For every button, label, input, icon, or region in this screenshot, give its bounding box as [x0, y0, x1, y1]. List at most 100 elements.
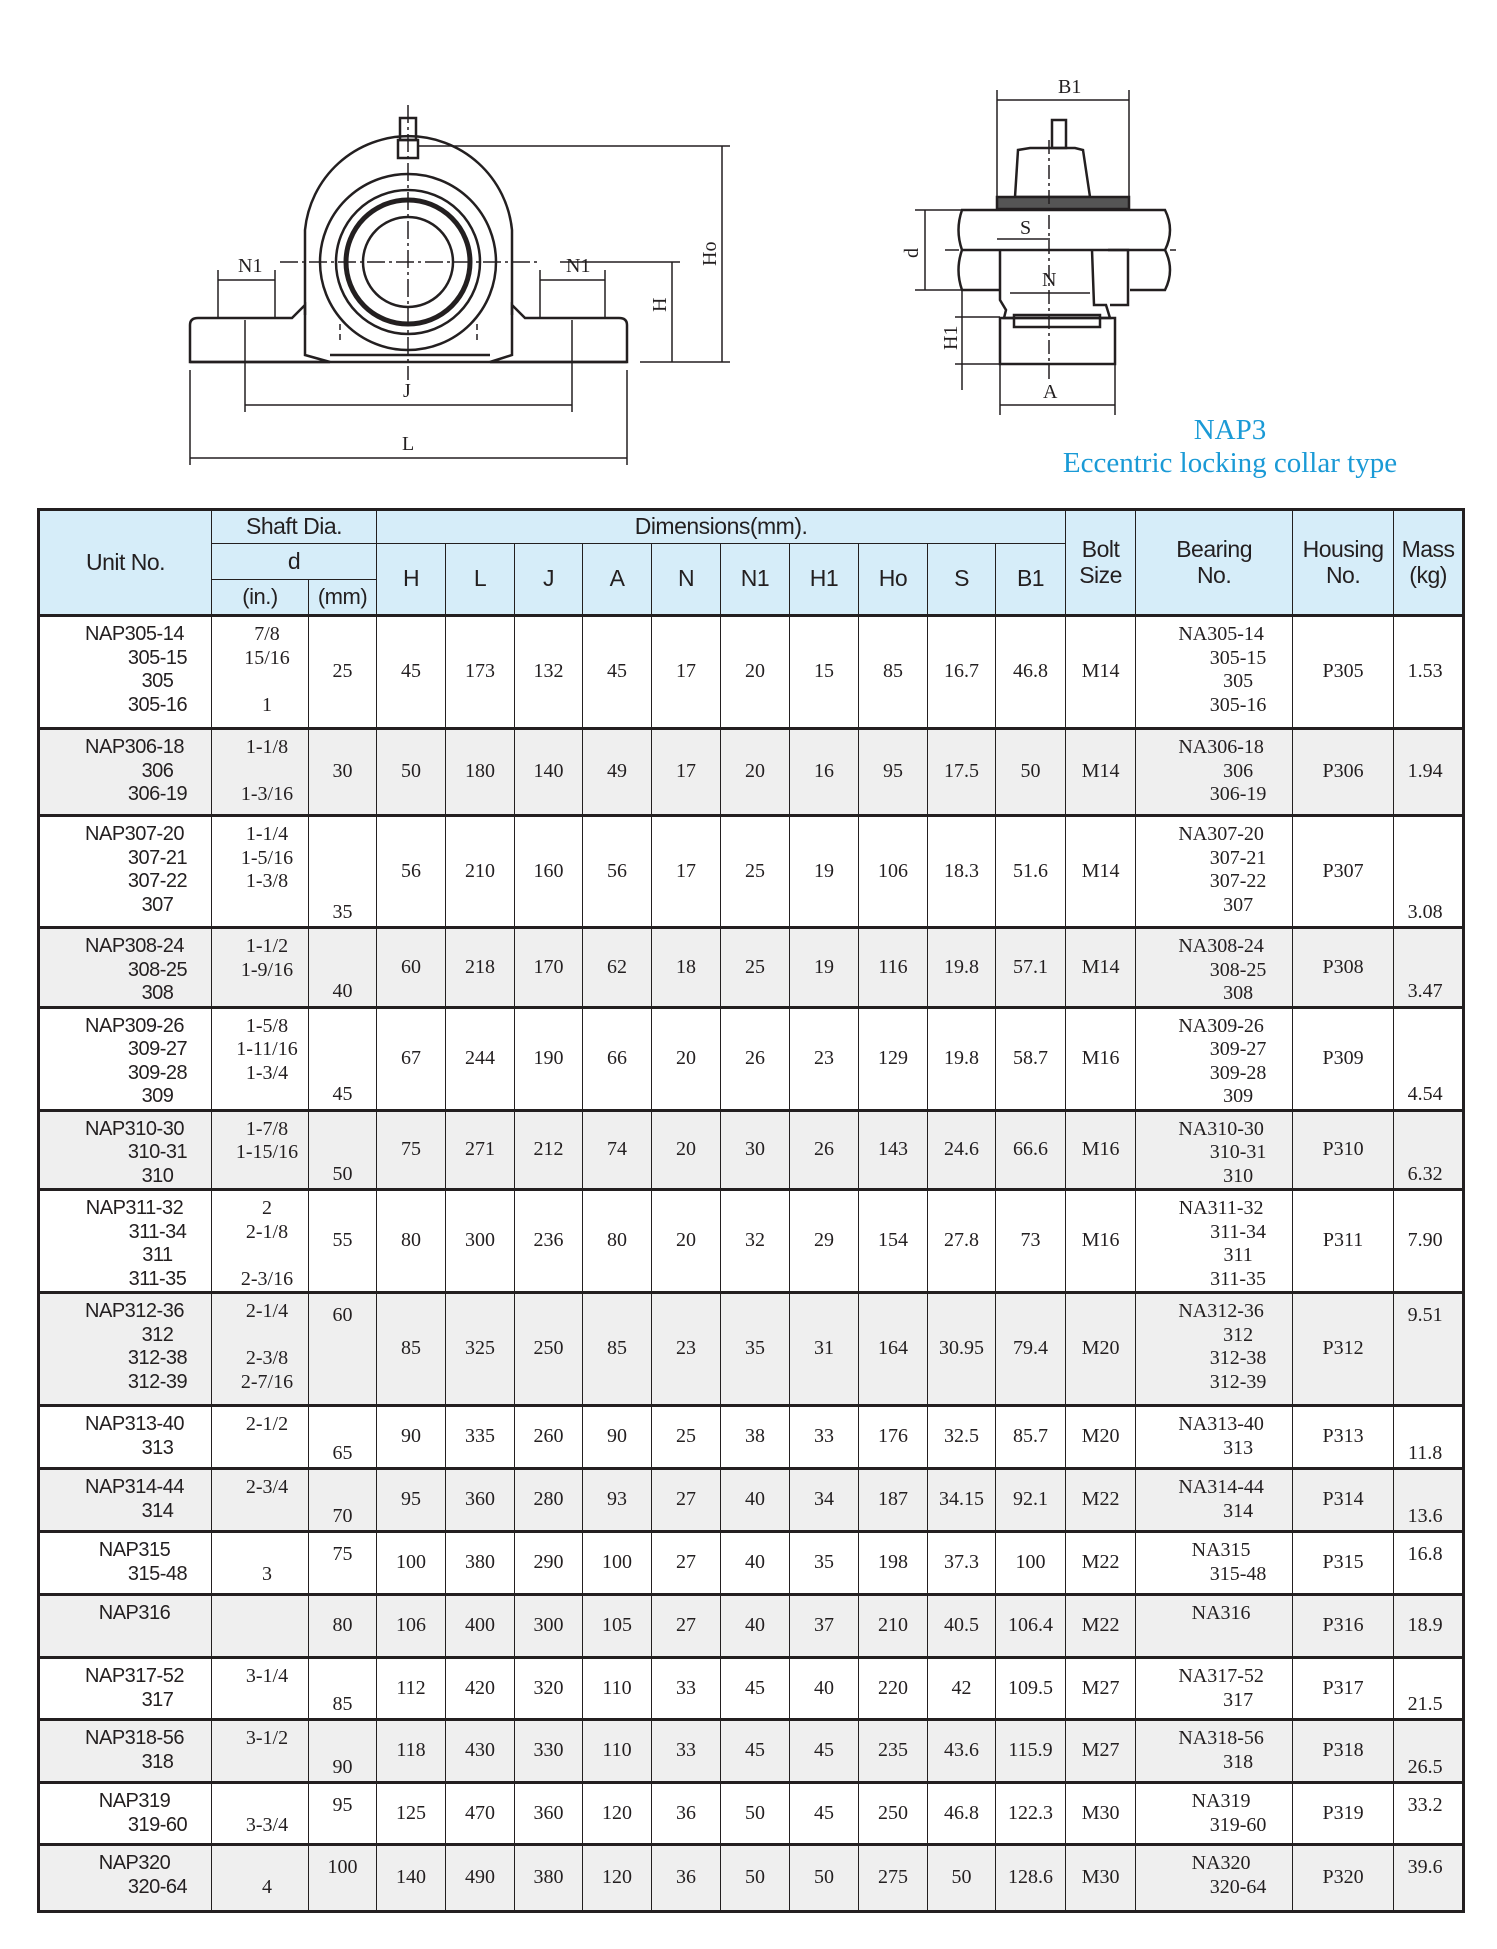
label-b1: B1 — [1058, 76, 1081, 98]
cell-line — [230, 1244, 304, 1268]
dim-l-cell: 360 — [445, 1467, 515, 1532]
cell-line: NA309-26 — [1178, 1014, 1264, 1037]
cell-line: NA308-24 — [1178, 935, 1264, 957]
dim-b1-cell: 50 — [994, 727, 1067, 816]
housing-no-cell: P306 — [1292, 727, 1395, 816]
dim-ho-cell: 154 — [858, 1188, 928, 1293]
dim-a-cell: 100 — [582, 1530, 652, 1595]
shaft-inch-cell: 2-1/2 — [211, 1404, 309, 1469]
header-bearing-no: Bearing No. — [1135, 509, 1294, 616]
dim-h-cell: 80 — [376, 1188, 446, 1293]
cell-line: 1-1/2 — [245, 935, 289, 957]
dim-n1-cell: 40 — [720, 1530, 790, 1595]
mass-cell: 39.6 — [1393, 1843, 1465, 1912]
shaft-inch-cell: 7/8 15/16 1 — [211, 614, 309, 729]
cell-line: NA314-44 — [1178, 1476, 1264, 1498]
cell-line: NA317-52 — [1178, 1665, 1264, 1687]
bolt-size-cell: M14 — [1065, 926, 1137, 1008]
bearing-no-cell: NA318-56 318 — [1135, 1718, 1294, 1783]
dim-l-cell: 325 — [445, 1291, 515, 1406]
dim-ho-cell: 129 — [858, 1005, 928, 1111]
cell-line — [230, 1437, 304, 1461]
cell-line: 3-3/4 — [245, 1813, 289, 1836]
cell-line: 1-3/16 — [240, 783, 294, 805]
housing-no-cell: P311 — [1292, 1188, 1395, 1293]
dim-ho-cell: 106 — [858, 814, 928, 928]
cell-line: 309-28 — [1209, 1061, 1267, 1084]
bolt-size-cell: M14 — [1065, 814, 1137, 928]
dim-h1-cell: 37 — [789, 1593, 859, 1658]
dim-n-cell: 23 — [651, 1291, 721, 1406]
table-row: NAP316 80 106 400 300 105 27 40 37 210 40.5 106.4 M2… — [38, 1593, 1465, 1658]
cell-line: 1-7/8 — [245, 1117, 289, 1140]
cell-line: 308-25 — [127, 958, 188, 981]
dim-n-cell: 27 — [651, 1467, 721, 1532]
cell-line: 305 — [1223, 670, 1254, 692]
dim-n1-cell: 20 — [720, 614, 790, 729]
table-row: NAP319 319-60 3-3/4 95 125 470 360 120 36 50 45 250… — [38, 1781, 1465, 1845]
dim-n1-cell: 40 — [720, 1593, 790, 1658]
cell-line: NA305-14 — [1178, 623, 1264, 645]
housing-no-cell: P307 — [1292, 814, 1395, 928]
dim-h1-cell: 19 — [789, 926, 859, 1008]
dim-n1-cell: 26 — [720, 1005, 790, 1111]
cell-line: 2-3/16 — [240, 1267, 294, 1290]
cell-line: NAP309-26 — [85, 1014, 184, 1037]
mass-cell: 3.47 — [1393, 926, 1465, 1008]
dim-s-cell: 19.8 — [927, 926, 996, 1008]
cell-line: 309 — [141, 1085, 174, 1107]
housing-no-cell: P312 — [1292, 1291, 1395, 1406]
cell-line: NA315 — [1191, 1539, 1251, 1561]
dim-b1-cell: 73 — [994, 1188, 1067, 1293]
dim-s-cell: 18.3 — [927, 814, 996, 928]
cell-line: 312 — [1223, 1323, 1254, 1346]
cell-line: 311-35 — [128, 1267, 187, 1290]
label-l: L — [402, 433, 414, 455]
front-view-drawing: N1 N1 J L H Ho — [188, 105, 730, 465]
cell-line: NA319 — [1191, 1790, 1251, 1812]
cell-line: NA306-18 — [1178, 736, 1264, 758]
dim-s-cell: 17.5 — [927, 727, 996, 816]
cell-line: 311-35 — [1210, 1267, 1267, 1290]
dim-h-cell: 90 — [376, 1404, 446, 1469]
dim-ho-cell: 95 — [858, 727, 928, 816]
label-a: A — [1043, 381, 1058, 403]
dim-j-cell: 280 — [514, 1467, 583, 1532]
cell-line: 2 — [262, 1197, 272, 1219]
mass-cell: 21.5 — [1393, 1656, 1465, 1720]
unit-no-cell: NAP314-44 314 — [38, 1467, 212, 1532]
cell-line: 311-34 — [128, 1220, 187, 1243]
unit-no-cell: NAP310-30 310-31 310 — [38, 1108, 212, 1190]
bolt-size-cell: M20 — [1065, 1291, 1137, 1406]
header-in: (in.) — [211, 579, 309, 616]
mass-cell: 11.8 — [1393, 1404, 1465, 1469]
bearing-no-cell: NA305-14 305-15 305 305-16 — [1135, 614, 1294, 729]
dim-s-cell: 46.8 — [927, 1781, 996, 1845]
cell-line: 2-7/16 — [240, 1370, 294, 1393]
cell-line: 315-48 — [1209, 1562, 1267, 1585]
dim-l-cell: 271 — [445, 1108, 515, 1190]
cell-line — [230, 1085, 304, 1109]
unit-no-cell: NAP317-52 317 — [38, 1656, 212, 1720]
cell-line: 317 — [1223, 1688, 1254, 1711]
dim-n1-cell: 30 — [720, 1108, 790, 1190]
shaft-mm-cell: 75 — [308, 1530, 377, 1595]
shaft-inch-cell: 2-1/4 2-3/8 2-7/16 — [211, 1291, 309, 1406]
cell-line — [230, 1689, 304, 1713]
cell-line: 1-5/8 — [245, 1014, 289, 1037]
dim-n-cell: 27 — [651, 1530, 721, 1595]
cell-line: 310-31 — [1209, 1141, 1267, 1163]
unit-no-cell: NAP315 315-48 — [38, 1530, 212, 1595]
cell-line: 318 — [1223, 1750, 1254, 1773]
header-dim-n: N — [651, 543, 721, 616]
dim-n1-cell: 35 — [720, 1291, 790, 1406]
cell-line: 308 — [141, 982, 174, 1004]
dim-b1-cell: 46.8 — [994, 614, 1067, 729]
cell-line: 310 — [1223, 1164, 1254, 1187]
dim-n1-cell: 50 — [720, 1781, 790, 1845]
header-dim-s: S — [927, 543, 996, 616]
dim-s-cell: 40.5 — [927, 1593, 996, 1658]
cell-line: NA320 — [1191, 1852, 1251, 1874]
bolt-size-cell: M14 — [1065, 614, 1137, 729]
dim-j-cell: 260 — [514, 1404, 583, 1469]
